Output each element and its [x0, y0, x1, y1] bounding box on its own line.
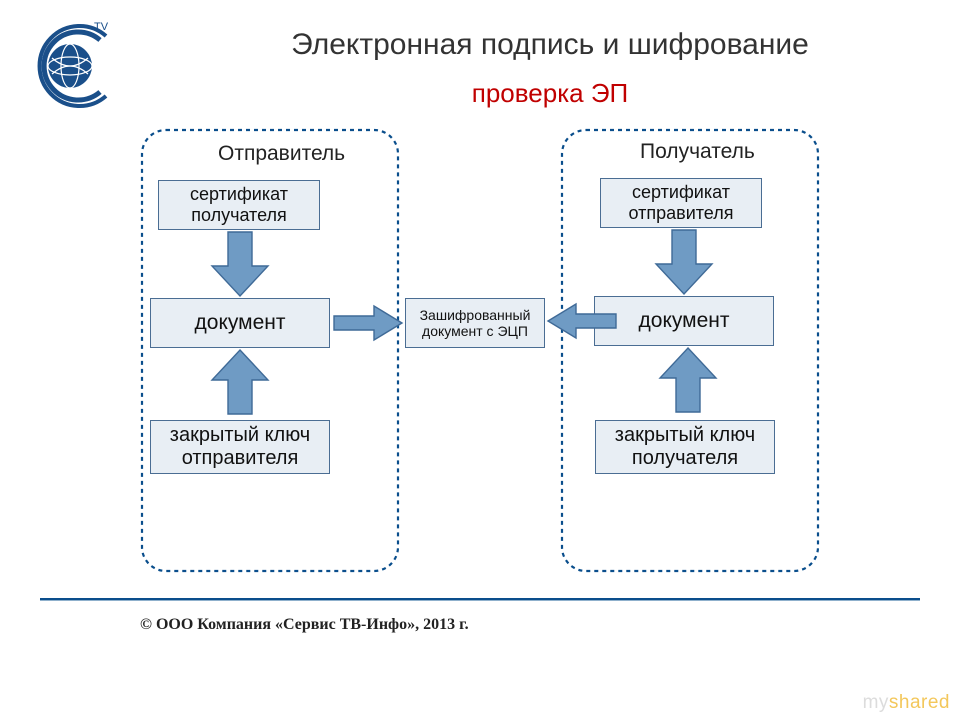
page-title: Электронная подпись и шифрование [180, 28, 920, 62]
box-doc-left: документ [150, 298, 330, 348]
recipient-label: Получатель [640, 140, 755, 164]
box-encrypted: Зашифрованныйдокумент с ЭЦП [405, 298, 545, 348]
page-subtitle: проверка ЭП [180, 78, 920, 109]
box-key-right: закрытый ключполучателя [595, 420, 775, 474]
sender-label: Отправитель [218, 142, 345, 166]
box-cert-left: сертификатполучателя [158, 180, 320, 230]
logo: TV [28, 18, 118, 123]
box-cert-right: сертификатотправителя [600, 178, 762, 228]
footer-copyright: © ООО Компания «Сервис ТВ-Инфо», 2013 г. [140, 616, 469, 634]
watermark: myshared [863, 692, 950, 714]
box-doc-right: документ [594, 296, 774, 346]
box-key-left: закрытый ключотправителя [150, 420, 330, 474]
footer-divider [40, 598, 920, 601]
